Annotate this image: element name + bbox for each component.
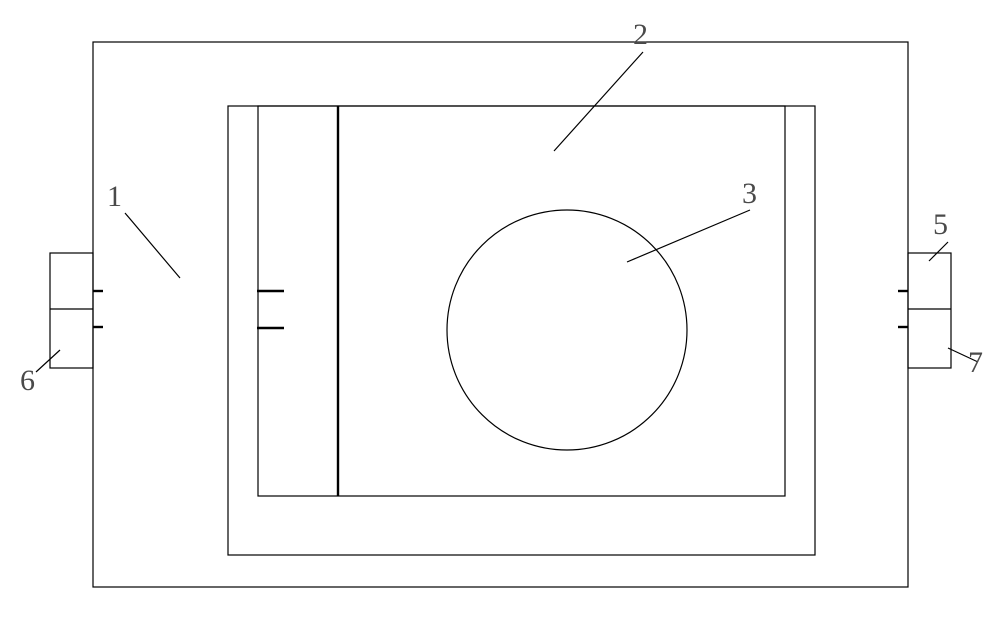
leader-1 [125,213,180,278]
leader-5 [929,242,948,261]
label-3: 3 [742,177,757,210]
center-circle [447,210,687,450]
label-5: 5 [933,208,948,241]
label-6: 6 [20,364,35,397]
outer-frame-inner [228,106,815,555]
right-tab [908,253,951,368]
label-7: 7 [968,346,983,379]
label-1: 1 [107,180,122,213]
leader-6 [36,350,60,372]
leader-2 [554,52,643,151]
left-tab [50,253,93,368]
outer-frame-outer [93,42,908,587]
label-2: 2 [633,18,648,51]
leader-3 [627,210,750,262]
